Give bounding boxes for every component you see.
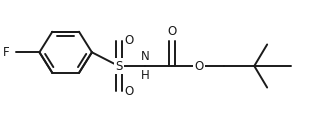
Text: O: O	[125, 34, 134, 47]
Text: O: O	[194, 60, 204, 72]
Text: N: N	[141, 50, 150, 63]
Text: O: O	[125, 85, 134, 98]
Text: O: O	[167, 25, 177, 38]
Text: F: F	[3, 46, 10, 59]
Text: S: S	[115, 60, 122, 72]
Text: H: H	[141, 69, 150, 82]
